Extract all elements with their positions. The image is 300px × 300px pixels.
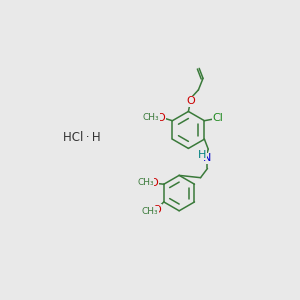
Text: H: H [198, 150, 206, 160]
Text: CH₃: CH₃ [137, 178, 154, 187]
Text: O: O [152, 205, 161, 214]
Text: O: O [157, 112, 165, 123]
Text: CH₃: CH₃ [142, 113, 159, 122]
Text: Cl: Cl [213, 113, 224, 123]
Text: O: O [149, 178, 158, 188]
Text: N: N [203, 153, 212, 164]
Text: HCl · H: HCl · H [63, 131, 100, 144]
Text: O: O [186, 96, 195, 106]
Text: CH₃: CH₃ [142, 207, 158, 216]
